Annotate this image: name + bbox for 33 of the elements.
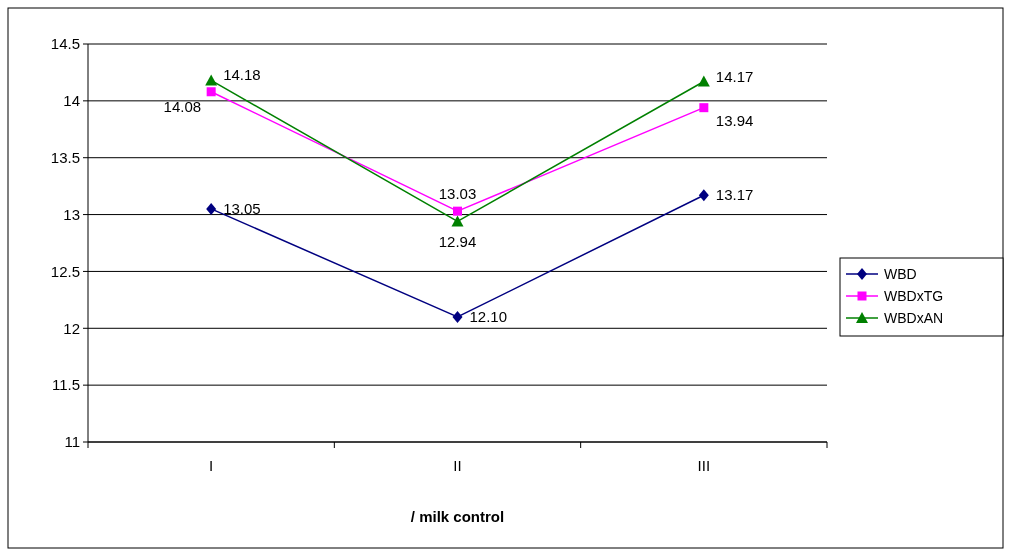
data-label: 14.18 (223, 66, 261, 84)
x-tick-label: I (209, 457, 214, 474)
point (453, 206, 462, 216)
y-tick-label: 14.5 (50, 35, 80, 53)
x-axis-title: / milk control (410, 508, 505, 525)
data-label: 13.05 (223, 199, 261, 217)
y-tick-label: 12.5 (50, 262, 80, 280)
point (698, 189, 709, 202)
y-tick-label: 13 (63, 205, 80, 223)
y-tick-label: 12 (63, 319, 80, 337)
x-tick-label: III (697, 457, 711, 474)
legend-label: WBDxTG (884, 287, 944, 304)
point (697, 75, 710, 87)
legend-label: WBD (884, 265, 917, 282)
y-tick-label: 11 (64, 433, 80, 451)
point (699, 103, 709, 113)
data-label: 13.94 (715, 111, 754, 129)
point (451, 215, 464, 227)
point (206, 87, 216, 97)
y-tick-label: 11.5 (51, 376, 80, 394)
point (206, 202, 217, 215)
point (452, 310, 463, 323)
y-tick-label: 14 (63, 92, 80, 110)
y-tick-label: 13.5 (50, 148, 80, 166)
x-tick-label: II (453, 457, 462, 474)
data-label: 14.08 (163, 97, 202, 115)
data-label: 12.10 (469, 307, 508, 325)
point (205, 74, 218, 86)
legend-label: WBDxAN (884, 309, 944, 326)
data-label: 13.17 (715, 186, 754, 204)
data-label: 12.94 (438, 233, 477, 251)
data-label: 14.17 (715, 67, 754, 85)
data-label: 13.03 (438, 185, 477, 203)
